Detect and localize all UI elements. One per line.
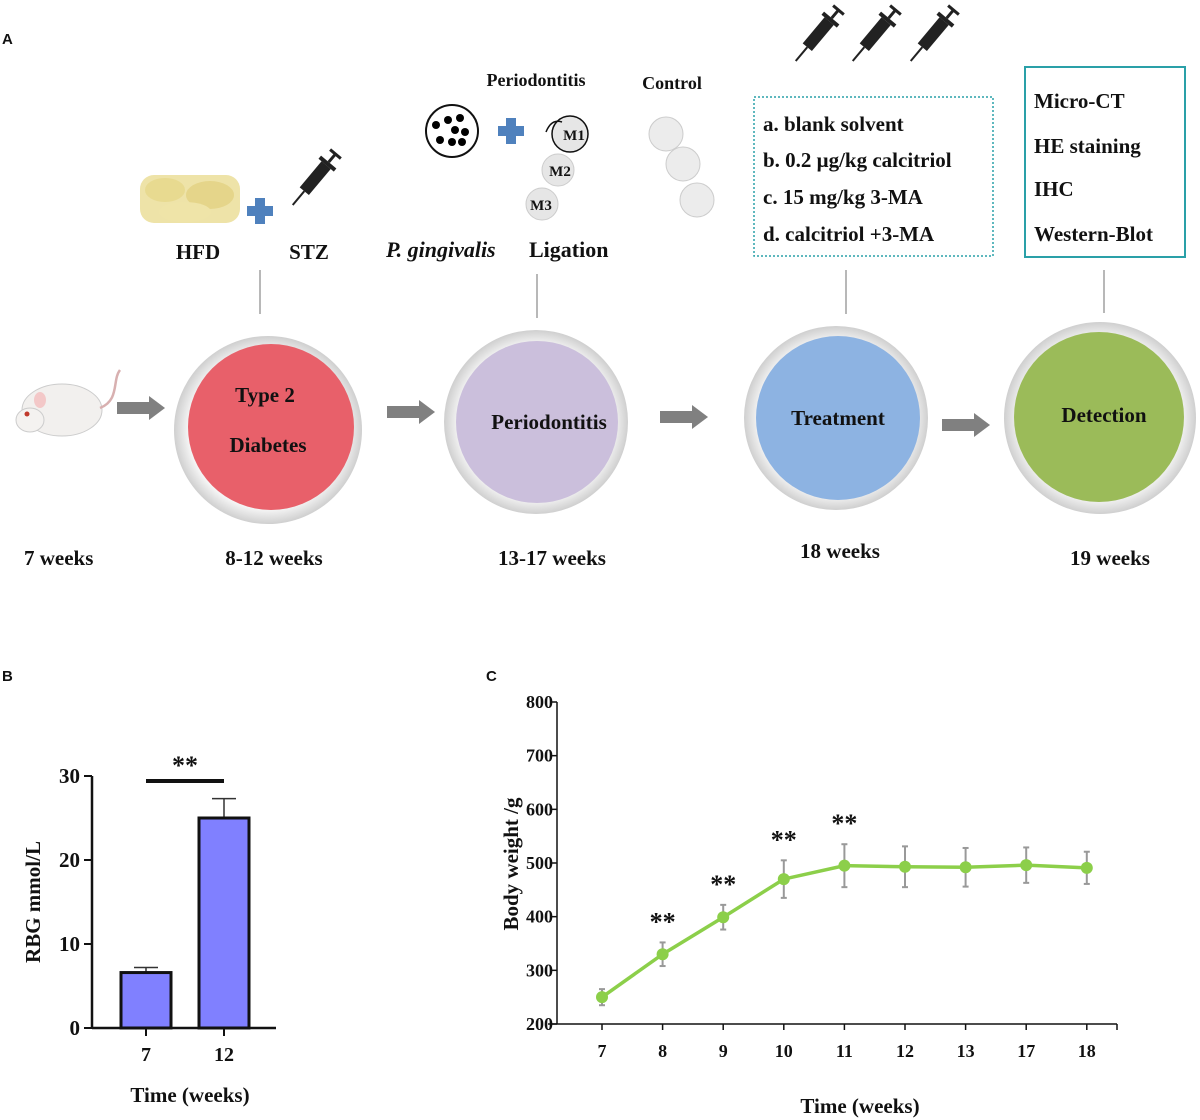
detection-methods: Micro-CT HE staining IHC Western-Blot — [1034, 89, 1153, 246]
data-point — [717, 911, 730, 924]
syringe-icon — [794, 2, 847, 63]
chart-body-weight: 200 300 400 500 600 700 800 7 8 9 10 11 12 13 17 18 ** **… — [526, 692, 1118, 1061]
x-tick-label: 12 — [896, 1041, 914, 1061]
stage-detection: Detection — [1004, 322, 1196, 514]
b-ylabel: RBG mmol/L — [21, 841, 45, 963]
plus-icon — [498, 118, 524, 144]
treatment-group: d. calcitriol +3-MA — [763, 222, 935, 246]
data-point — [596, 991, 608, 1004]
data-point — [1080, 861, 1093, 874]
stage-label: Periodontitis — [491, 410, 607, 434]
stz-label: STZ — [289, 240, 329, 264]
x-tick-label: 17 — [1017, 1041, 1035, 1061]
stage-label: Detection — [1061, 403, 1146, 427]
c-ylabel: Body weight /g — [499, 797, 523, 931]
treatment-group: a. blank solvent — [763, 112, 904, 136]
x-tick-label: 18 — [1078, 1041, 1096, 1061]
control-teeth-icon — [648, 116, 715, 218]
significance-label: ** — [650, 907, 676, 936]
c-xlabel: Time (weeks) — [800, 1094, 919, 1118]
syringe-icon — [291, 146, 344, 207]
stage-periodontitis: Periodontitis — [444, 330, 628, 514]
arrow-right-icon — [387, 400, 435, 424]
data-point — [1020, 859, 1033, 872]
start-time-label: 7 weeks — [24, 546, 93, 570]
panel-label-c: C — [486, 668, 497, 685]
detection-method: Western-Blot — [1034, 222, 1153, 246]
stage-label: Treatment — [791, 406, 885, 430]
rat-icon — [15, 369, 122, 437]
x-tick-label: 11 — [836, 1041, 853, 1061]
arrow-right-icon — [660, 405, 708, 429]
y-tick-label: 600 — [526, 799, 553, 819]
detection-box — [1024, 66, 1186, 258]
significance-label: ** — [710, 870, 736, 899]
tooth-label: M1 — [563, 128, 585, 144]
pathogen-label: P. gingivalis — [385, 237, 496, 262]
data-point — [959, 861, 972, 874]
stage-time: 18 weeks — [800, 539, 880, 563]
connector-lines — [259, 270, 1105, 318]
chart-rbg: 0 10 20 30 7 12 ** — [59, 751, 276, 1066]
tooth-label: M3 — [530, 198, 552, 214]
bar — [197, 816, 251, 1030]
bar — [119, 971, 173, 1030]
x-tick-label: 13 — [957, 1041, 975, 1061]
stage-time: 13-17 weeks — [498, 546, 606, 570]
x-tick-label: 10 — [775, 1041, 793, 1061]
periodontitis-title: Periodontitis — [487, 70, 586, 90]
y-tick-label: 400 — [526, 907, 553, 927]
detection-method: IHC — [1034, 177, 1074, 201]
detection-method: HE staining — [1034, 134, 1141, 158]
bacteria-icon — [425, 104, 479, 158]
y-tick-label: 20 — [59, 848, 80, 872]
molar-teeth-icon: M1 M2 M3 — [525, 115, 589, 221]
panel-label-a: A — [2, 31, 13, 48]
arrow-right-icon — [942, 413, 990, 437]
significance-label: ** — [771, 825, 797, 854]
arrow-right-icon — [117, 396, 165, 420]
x-tick-label: 7 — [141, 1044, 151, 1066]
y-tick-label: 200 — [526, 1014, 553, 1034]
stage-type2-diabetes: Type 2 Diabetes — [174, 336, 362, 524]
hfd-label: HFD — [176, 240, 220, 264]
ligation-label: Ligation — [529, 237, 608, 262]
y-tick-label: 10 — [59, 932, 80, 956]
significance-label: ** — [172, 751, 198, 780]
y-tick-label: 0 — [70, 1016, 81, 1040]
panel-label-b: B — [2, 668, 13, 685]
b-xlabel: Time (weeks) — [130, 1083, 249, 1107]
stage-label: Diabetes — [230, 433, 307, 457]
y-tick-label: 300 — [526, 960, 553, 980]
significance-label: ** — [831, 809, 857, 838]
syringe-icon — [851, 2, 904, 63]
x-tick-label: 9 — [719, 1041, 728, 1061]
treatment-groups: a. blank solvent b. 0.2 μg/kg calcitriol… — [763, 112, 952, 246]
x-tick-label: 8 — [658, 1041, 667, 1061]
x-tick-label: 7 — [598, 1041, 607, 1061]
treatment-group: b. 0.2 μg/kg calcitriol — [763, 148, 952, 172]
treatment-group: c. 15 mg/kg 3-MA — [763, 185, 924, 209]
plus-icon — [247, 198, 273, 224]
y-tick-label: 500 — [526, 853, 553, 873]
x-tick-label: 12 — [214, 1044, 234, 1066]
stage-time: 19 weeks — [1070, 546, 1150, 570]
y-tick-label: 700 — [526, 746, 553, 766]
control-title: Control — [642, 73, 702, 93]
data-point — [656, 948, 669, 961]
treatment-box — [753, 96, 994, 257]
tooth-label: M2 — [549, 164, 571, 180]
detection-method: Micro-CT — [1034, 89, 1125, 113]
food-pellets-icon — [140, 175, 240, 223]
y-tick-label: 800 — [526, 692, 553, 712]
y-tick-label: 30 — [59, 764, 80, 788]
stage-treatment: Treatment — [744, 326, 928, 510]
stage-label: Type 2 — [235, 383, 295, 407]
data-point — [838, 859, 851, 872]
data-point — [777, 873, 790, 886]
stage-time: 8-12 weeks — [225, 546, 322, 570]
syringe-icon — [909, 2, 962, 63]
data-point — [899, 860, 911, 873]
